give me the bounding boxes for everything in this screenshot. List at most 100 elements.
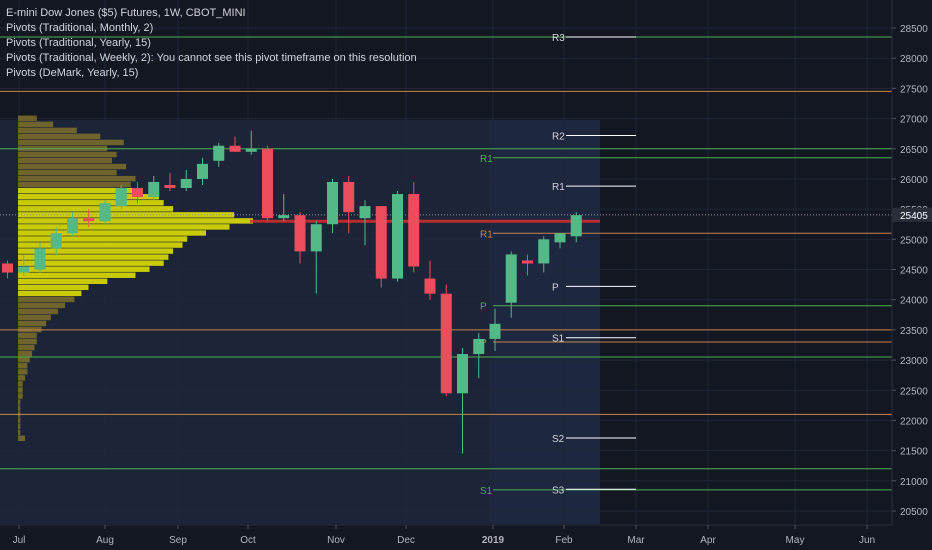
candle-body [50,233,62,249]
volume-profile-bar [18,399,21,405]
volume-profile-bar [18,230,206,236]
volume-profile-bar [18,224,230,230]
candle-body [262,148,273,219]
volume-profile-bar [18,272,136,278]
volume-profile-bar [18,387,23,393]
price-axis-tick-label: 27000 [900,115,928,126]
price-axis-tick-label: 26500 [900,145,928,156]
volume-profile-bar [18,187,141,194]
price-axis-tick-label: 24500 [900,266,928,277]
volume-profile-bar [18,218,253,224]
volume-profile-bar [18,254,169,260]
candle-body [132,187,143,198]
volume-profile-bar [18,266,150,272]
volume-profile-bar [18,375,26,381]
volume-profile-bar [18,314,51,321]
volume-profile-bar [18,121,54,128]
price-axis-tick-label: 23000 [900,356,928,367]
volume-profile-bar [18,194,159,200]
volume-profile-bar [18,127,77,134]
time-axis-tick-label: Apr [700,535,716,546]
projection-pivot-label: S3 [552,485,565,496]
candle-body [18,266,30,273]
volume-profile-bar [18,151,117,158]
candle-body [83,218,95,222]
candle-body [164,184,176,188]
candle-body [359,206,371,219]
candle-body [245,148,257,152]
price-axis-tick-label: 21500 [900,447,928,458]
projection-pivot-label: S2 [552,434,565,445]
projection-pivot-label: R1 [552,182,565,193]
volume-profile-bar [18,175,136,182]
volume-profile-bar [18,351,33,357]
legend-pivot-weekly[interactable]: Pivots (Traditional, Weekly, 2): You can… [6,52,417,64]
time-axis-tick-label: Jul [13,535,26,546]
legend-pivot-monthly[interactable]: Pivots (Traditional, Monthly, 2) [6,22,154,34]
candle-body [67,218,78,234]
volume-profile-bar [18,363,28,369]
candle-body [310,224,322,252]
volume-profile-bar [18,393,23,399]
candle-body [570,215,582,237]
candle-body [2,263,13,273]
candle-body [278,215,290,219]
volume-profile-bar [18,296,75,303]
time-axis-tick-label: Oct [240,535,256,546]
volume-profile-bar [18,157,112,164]
candle-body [440,293,452,394]
volume-profile-bar [18,435,26,441]
projection-pivot-label: R3 [552,33,565,44]
time-axis-tick-label: Nov [327,535,345,546]
legend-pivot-yearly[interactable]: Pivots (Traditional, Yearly, 15) [6,37,151,49]
volume-profile-bar [18,242,183,248]
pivot-line-label: R1 [480,154,493,165]
candle-body [554,233,566,243]
time-axis-tick-label: May [786,535,805,546]
volume-profile-bar [18,248,174,254]
price-axis-tick-label: 24000 [900,296,928,307]
projection-pivot-label: S1 [552,334,565,345]
volume-profile-bar [18,115,37,121]
candle-body [343,181,355,213]
price-axis-tick-label: 23500 [900,326,928,337]
volume-profile-bar [18,290,82,297]
volume-profile [18,115,253,441]
candle-body [213,145,225,161]
volume-profile-bar [18,369,28,375]
volume-profile-bar [18,169,117,176]
volume-profile-bar [18,302,65,309]
candle-body [229,145,241,152]
pivot-line-label: R1 [480,229,493,240]
legend-title[interactable]: E-mini Dow Jones ($5) Futures, 1W, CBOT_… [6,7,246,19]
time-axis-tick-label: Mar [627,535,645,546]
candle-body [522,260,533,264]
volume-profile-bar [18,405,21,411]
candles [2,130,582,454]
time-axis-tick-label: Aug [96,535,114,546]
volume-profile-bar [18,423,21,429]
volume-profile-bar [18,381,23,387]
candle-body [538,239,550,264]
candle-body [180,178,192,188]
candle-body [424,278,436,294]
candle-body [197,163,208,179]
price-axis-tick-label: 22000 [900,416,928,427]
candle-body [457,354,468,394]
time-axis-tick-label: Jun [859,535,875,546]
volume-profile-bar [18,236,188,242]
price-axis-tick-label: 25000 [900,235,928,246]
price-axis-tick-label: 21000 [900,477,928,488]
candle-body [489,323,501,339]
time-axis-background [0,525,932,550]
candle-body [115,187,127,207]
volume-profile-bar [18,338,37,345]
pivot-line-label: P [480,302,487,313]
legend-pivot-demark[interactable]: Pivots (DeMark, Yearly, 15) [6,67,139,79]
candle-body [327,181,338,225]
current-price-tag [892,207,932,222]
volume-profile-bar [18,417,21,423]
volume-profile-bar [18,429,21,435]
